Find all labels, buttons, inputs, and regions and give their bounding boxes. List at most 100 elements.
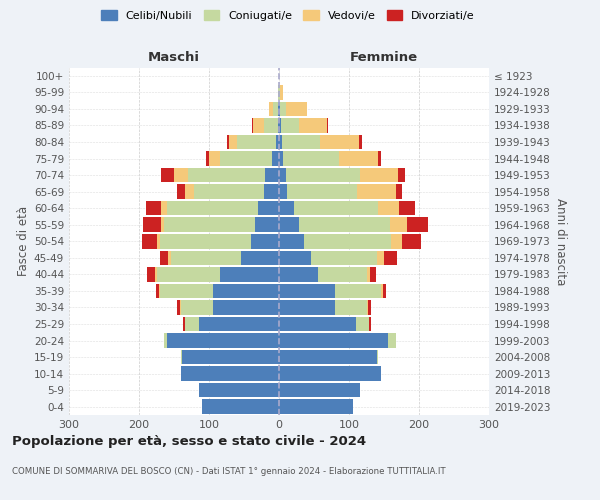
Bar bbox=[265, 168, 279, 182]
Bar bbox=[339, 151, 378, 166]
Bar bbox=[311, 250, 377, 265]
Bar bbox=[177, 184, 185, 199]
Bar bbox=[279, 234, 304, 248]
Bar bbox=[304, 234, 391, 248]
Bar bbox=[253, 118, 263, 132]
Bar bbox=[279, 184, 287, 199]
Bar bbox=[282, 134, 320, 149]
Bar bbox=[272, 151, 279, 166]
Bar bbox=[220, 151, 272, 166]
Bar bbox=[142, 234, 157, 248]
Text: Femmine: Femmine bbox=[350, 51, 418, 64]
Bar bbox=[356, 316, 368, 332]
Bar bbox=[286, 168, 359, 182]
Bar bbox=[263, 184, 279, 199]
Bar bbox=[279, 316, 356, 332]
Bar bbox=[391, 234, 401, 248]
Bar bbox=[227, 134, 229, 149]
Bar bbox=[389, 218, 407, 232]
Bar bbox=[359, 168, 398, 182]
Bar bbox=[220, 267, 279, 281]
Bar bbox=[279, 218, 299, 232]
Bar bbox=[378, 151, 381, 166]
Bar bbox=[398, 168, 405, 182]
Bar bbox=[279, 366, 380, 381]
Bar bbox=[157, 234, 160, 248]
Bar bbox=[177, 300, 181, 314]
Bar bbox=[379, 201, 400, 216]
Bar bbox=[237, 134, 275, 149]
Bar bbox=[380, 284, 383, 298]
Text: COMUNE DI SOMMARIVA DEL BOSCO (CN) - Dati ISTAT 1° gennaio 2024 - Elaborazione T: COMUNE DI SOMMARIVA DEL BOSCO (CN) - Dat… bbox=[12, 468, 446, 476]
Bar bbox=[335, 284, 380, 298]
Bar bbox=[185, 184, 194, 199]
Bar bbox=[202, 400, 279, 414]
Bar bbox=[279, 300, 335, 314]
Bar bbox=[146, 201, 161, 216]
Bar bbox=[263, 118, 278, 132]
Bar bbox=[383, 284, 386, 298]
Text: Popolazione per età, sesso e stato civile - 2024: Popolazione per età, sesso e stato civil… bbox=[12, 435, 366, 448]
Bar bbox=[280, 102, 286, 116]
Bar bbox=[279, 168, 286, 182]
Bar bbox=[188, 168, 265, 182]
Bar bbox=[401, 234, 421, 248]
Bar bbox=[169, 250, 170, 265]
Bar bbox=[161, 201, 167, 216]
Bar bbox=[275, 134, 279, 149]
Bar bbox=[199, 383, 279, 398]
Bar bbox=[279, 250, 311, 265]
Bar bbox=[161, 168, 174, 182]
Bar bbox=[407, 218, 428, 232]
Bar bbox=[254, 218, 279, 232]
Bar bbox=[279, 151, 283, 166]
Bar bbox=[359, 134, 362, 149]
Bar bbox=[185, 316, 199, 332]
Bar bbox=[199, 316, 279, 332]
Bar bbox=[368, 300, 371, 314]
Bar bbox=[367, 267, 370, 281]
Bar bbox=[272, 102, 278, 116]
Bar bbox=[212, 284, 279, 298]
Text: Maschi: Maschi bbox=[148, 51, 200, 64]
Bar bbox=[370, 316, 371, 332]
Bar bbox=[367, 300, 368, 314]
Bar bbox=[258, 201, 279, 216]
Bar bbox=[161, 218, 163, 232]
Bar bbox=[384, 250, 397, 265]
Bar bbox=[396, 184, 401, 199]
Bar bbox=[295, 201, 379, 216]
Bar bbox=[181, 366, 279, 381]
Bar bbox=[279, 201, 295, 216]
Y-axis label: Anni di nascita: Anni di nascita bbox=[554, 198, 567, 285]
Bar bbox=[167, 334, 279, 348]
Bar bbox=[182, 350, 279, 364]
Bar bbox=[320, 134, 359, 149]
Bar bbox=[279, 118, 281, 132]
Bar bbox=[299, 118, 326, 132]
Bar bbox=[279, 334, 388, 348]
Bar bbox=[278, 85, 279, 100]
Bar bbox=[229, 134, 237, 149]
Bar bbox=[252, 118, 253, 132]
Legend: Celibi/Nubili, Coniugati/e, Vedovi/e, Divorziati/e: Celibi/Nubili, Coniugati/e, Vedovi/e, Di… bbox=[97, 6, 479, 25]
Bar bbox=[400, 201, 415, 216]
Bar bbox=[167, 201, 258, 216]
Bar bbox=[155, 267, 157, 281]
Bar bbox=[251, 234, 279, 248]
Bar bbox=[280, 85, 283, 100]
Bar bbox=[326, 118, 328, 132]
Bar bbox=[279, 400, 353, 414]
Bar bbox=[174, 168, 188, 182]
Bar bbox=[377, 350, 379, 364]
Bar bbox=[163, 334, 167, 348]
Bar bbox=[279, 134, 282, 149]
Bar bbox=[209, 151, 220, 166]
Bar bbox=[278, 102, 279, 116]
Bar bbox=[143, 218, 161, 232]
Bar bbox=[279, 85, 280, 100]
Bar bbox=[156, 284, 160, 298]
Bar bbox=[241, 250, 279, 265]
Bar bbox=[377, 250, 384, 265]
Bar bbox=[181, 350, 182, 364]
